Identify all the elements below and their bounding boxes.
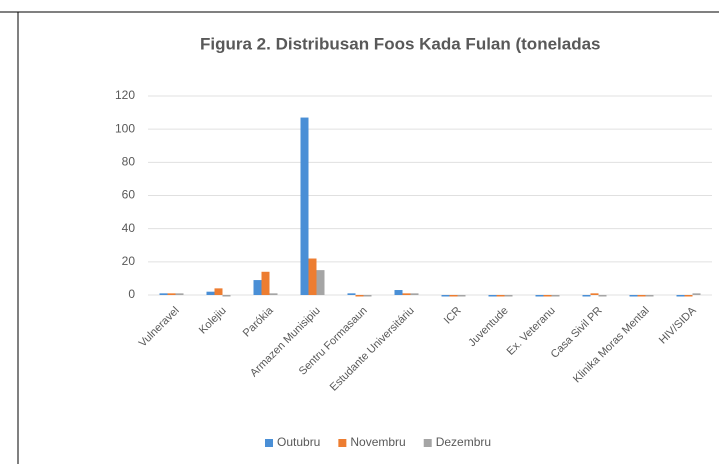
bar [167,293,176,295]
x-tick-label: Parókia [241,304,276,339]
bar [457,295,466,297]
bar [637,295,646,297]
y-tick-label: 0 [128,287,135,301]
y-tick-label: 40 [122,221,136,235]
bar [308,258,317,295]
bar [496,295,505,297]
x-tick-label: Juventude [466,305,510,349]
y-tick-label: 20 [122,254,136,268]
bar [355,295,364,297]
bar [300,117,309,295]
chart-title: Figura 2. Distribusan Foos Kada Fulan (t… [200,34,601,53]
legend-swatch [338,439,347,447]
bar [222,295,231,297]
bar [535,295,544,297]
bar [449,295,458,297]
bar [582,295,591,297]
x-tick-label: Estudante Universitáriu [328,305,417,394]
bar [692,293,701,295]
bar [214,288,223,295]
bar [676,295,685,297]
legend-label: Novembru [350,435,405,449]
bar [316,270,325,295]
y-tick-label: 80 [122,155,136,169]
bar [253,280,262,295]
bar [488,295,497,297]
y-tick-label: 60 [122,188,136,202]
bar [269,293,278,295]
bar [598,295,607,297]
bar [504,295,513,297]
x-tick-label: Kolejiu [197,305,229,337]
bar [684,295,693,297]
x-tick-label: Vulneravel [137,305,182,350]
bar [347,293,356,295]
bar [206,291,215,295]
bar [402,293,411,295]
legend-swatch [265,439,273,447]
bar [551,295,560,297]
bar [441,295,450,297]
legend-label: Outubru [277,435,320,449]
legend-label: Dezembru [436,435,491,449]
bar [363,295,372,297]
y-tick-label: 100 [115,121,135,135]
bar [410,293,419,295]
bar [645,295,654,297]
bar [629,295,638,297]
bar [394,290,403,295]
legend-swatch [423,439,432,447]
x-tick-label: ICR [442,305,464,327]
bar [590,293,599,295]
y-tick-label: 120 [115,88,135,102]
x-tick-label: HIV/SIDA [657,304,699,346]
bar [543,295,552,297]
bar [261,271,270,295]
bar [175,293,184,295]
bar [159,293,168,295]
